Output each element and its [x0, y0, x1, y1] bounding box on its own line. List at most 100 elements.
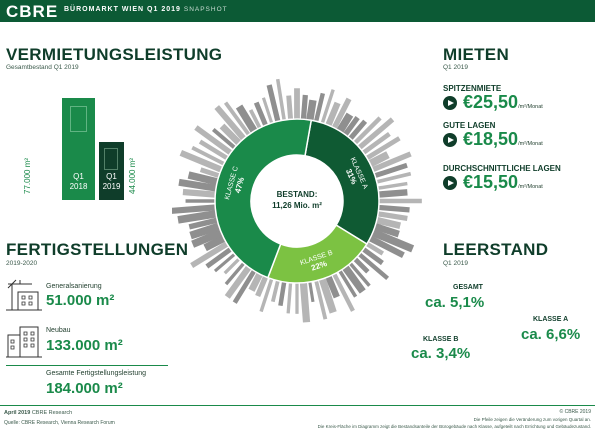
skyline-building [305, 99, 317, 123]
skyline-building [307, 279, 315, 303]
bar-value-label-2019: 44.000 m² [128, 157, 137, 194]
gute-lagen-unit: /m²/Monat [518, 141, 543, 147]
skyline-building [366, 151, 390, 169]
skyline-building [194, 125, 234, 157]
skyline-building [375, 181, 408, 191]
bestand-label: BESTAND: [277, 190, 318, 199]
skyline-building [320, 89, 335, 126]
skyline-building [253, 101, 269, 129]
skyline-building [213, 251, 238, 273]
segment-pct-label: 47% [233, 176, 246, 194]
skyline-building [313, 92, 325, 124]
skyline-building [360, 131, 391, 156]
skyline-building [318, 275, 337, 314]
header-bar [0, 0, 595, 22]
skyline-building [374, 171, 412, 185]
divider [6, 365, 168, 366]
neubau-value: 133.000 m² [46, 337, 123, 354]
skyline-building [223, 256, 242, 275]
header-subtitle: SNAPSHOT [183, 6, 228, 13]
skyline-building [172, 204, 218, 214]
skyline-building [351, 255, 370, 274]
donut-segments [214, 118, 380, 284]
bar-year-2019: 2019 [102, 182, 121, 191]
skyline-building [376, 204, 410, 213]
skyline-building [219, 123, 243, 147]
vermietung-title: VERMIETUNGSLEISTUNG [6, 45, 223, 64]
building-icon [104, 148, 118, 170]
skyline-building [187, 171, 221, 186]
skyline-building [261, 97, 274, 126]
footer-date: April 2019 [4, 410, 31, 416]
spitzenmiete-label: SPITZENMIETE [443, 84, 502, 93]
skyline-building [366, 234, 405, 258]
skyline-building [372, 222, 400, 238]
skyline-building [347, 119, 368, 142]
skyline-building [341, 263, 366, 294]
skyline-building [341, 116, 360, 138]
skyline-building [190, 240, 231, 268]
skyline-building [177, 209, 219, 224]
skyline-building [255, 273, 269, 298]
skyline-building [331, 271, 355, 312]
skyline-building [313, 278, 328, 320]
footer-source: Quelle: CBRE Research, Vienna Research F… [4, 420, 115, 426]
skyline-building [270, 278, 281, 303]
spitzenmiete-value: €25,50 [463, 92, 519, 112]
skyline-building [375, 210, 408, 222]
skyline-building [248, 270, 264, 292]
fertig-subtitle: 2019-2020 [6, 260, 38, 267]
footer-copyright: © CBRE 2019 [559, 409, 591, 415]
skyline-building [191, 145, 227, 167]
office-building-icon [6, 326, 42, 358]
footer-line [0, 405, 595, 406]
skyline-building [205, 246, 234, 269]
total-value: 184.000 m² [46, 380, 123, 397]
skyline-building [235, 104, 259, 135]
footer-note-1: Die Pfeile zeigen die Veränderung zum vo… [473, 417, 591, 422]
leerstand-gesamt-label: GESAMT [453, 284, 483, 291]
skyline-building [324, 273, 340, 299]
gute-lagen-value: €18,50 [463, 129, 519, 149]
total-label: Gesamte Fertigstellungsleistung [46, 370, 146, 377]
spitzenmiete-row: €25,50/m²/Monat [463, 92, 543, 113]
crane-building-icon [6, 279, 42, 311]
skyline-building [188, 217, 220, 230]
skyline-building [198, 139, 230, 162]
bar-value-label-2018: 77.000 m² [23, 157, 32, 194]
bar-2018: Q1 2018 [62, 98, 95, 200]
skyline-building [182, 188, 218, 198]
mieten-subtitle: Q1 2019 [443, 64, 468, 71]
bar-period-2019: Q1 [106, 172, 117, 181]
leerstand-b-label: KLASSE B [423, 336, 459, 343]
skyline-building [374, 216, 402, 230]
leerstand-a-label: KLASSE A [533, 316, 569, 323]
arrow-right-icon [443, 133, 457, 147]
skyline-building [223, 101, 252, 138]
footer-research: CBRE Research [31, 410, 73, 416]
leerstand-subtitle: Q1 2019 [443, 260, 468, 267]
mieten-title: MIETEN [443, 45, 510, 64]
skyline-building [278, 279, 287, 307]
skyline-building [300, 94, 308, 122]
durchschnitt-row: €15,50/m²/Monat [463, 172, 543, 193]
skyline-building [352, 116, 382, 146]
skyline-building [266, 84, 281, 124]
skyline-building [364, 240, 385, 256]
cbre-logo: CBRE [6, 2, 59, 21]
skyline-building [211, 127, 238, 151]
footer-note-2: Die Kreis-Fläche im Diagramm zeigt die B… [317, 424, 591, 429]
generalsanierung-label: Generalsanierung [46, 283, 102, 290]
skyline-building [335, 112, 354, 135]
skyline-building [199, 167, 222, 179]
skyline-building [299, 280, 311, 323]
skyline-building [369, 228, 415, 253]
skyline-building [363, 136, 401, 162]
spitzenmiete-unit: /m²/Monat [518, 104, 543, 110]
durchschnitt-label: DURCHSCHNITTLICHE LAGEN [443, 164, 561, 173]
fertig-title: FERTIGSTELLUNGEN [6, 240, 189, 259]
durchschnitt-unit: /m²/Monat [518, 184, 543, 190]
gute-lagen-row: €18,50/m²/Monat [463, 129, 543, 150]
bar-period-2018: Q1 [73, 172, 84, 181]
bestand-donut-chart: BESTAND: 11,26 Mio. m² KLASSE A31%KLASSE… [172, 78, 422, 323]
